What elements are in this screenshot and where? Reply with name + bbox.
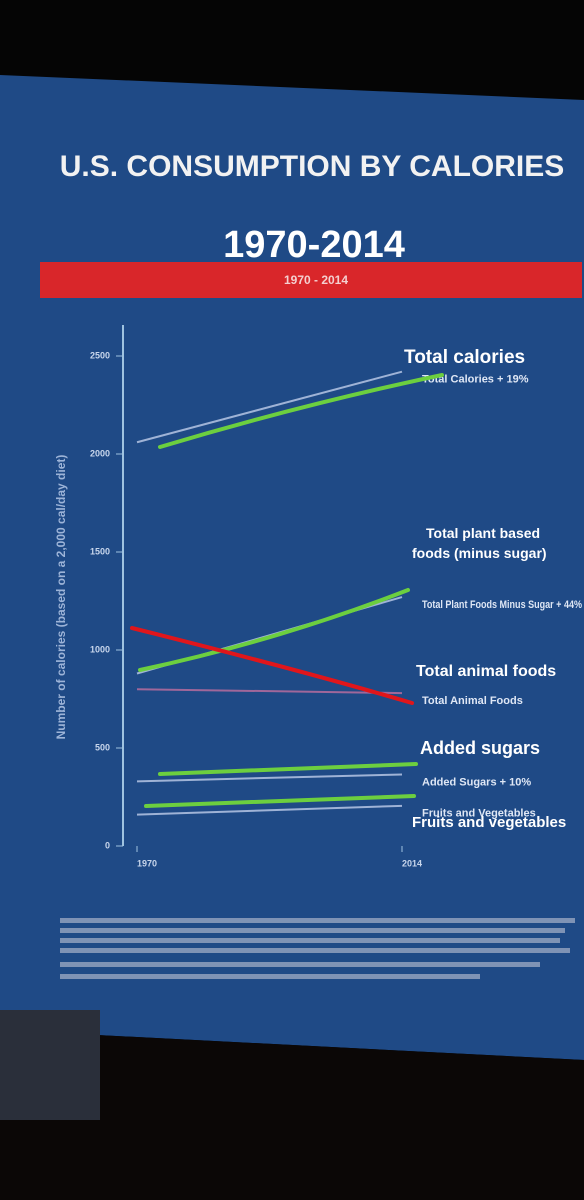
annotation: Total calories [404,347,525,368]
overlay-stroke [158,762,418,776]
subtitle-bar [40,262,582,298]
series-line [136,804,403,816]
y-tick-label: 1500 [90,546,110,556]
series-line [136,773,403,783]
legend-label: Added Sugars + 10% [422,776,531,788]
overlay-stroke [138,588,410,672]
overlay-stroke [144,794,416,808]
slide [0,75,584,1060]
annotation: 1970-2014 [223,224,405,266]
footnotes [60,918,575,979]
overlay-stroke [130,626,414,705]
legend-label: Total Animal Foods [422,695,523,707]
audience [0,1030,584,1200]
y-tick-label: 500 [95,742,110,752]
series-line [136,370,403,444]
annotation: Total animal foods [416,663,556,680]
y-axis-label: Number of calories (based on a 2,000 cal… [54,455,68,740]
y-tick-label: 2000 [90,448,110,458]
y-tick-label: 0 [105,840,110,850]
series-line [136,688,403,695]
y-tick-label: 2500 [90,350,110,360]
legend-label: Fruits and Vegetables [422,808,536,820]
legend-label: Total Plant Foods Minus Sugar + 44% [422,599,582,611]
x-tick-label: 2014 [402,858,422,868]
overlay-stroke [158,373,444,449]
phone [0,1010,100,1120]
chart-subtitle: 1970 - 2014 [284,273,348,287]
annotation: Total plant based foods (minus sugar) [412,525,547,561]
y-tick-label: 1000 [90,644,110,654]
x-tick-label: 1970 [137,858,157,868]
annotation: Added sugars [420,738,540,758]
chart-title: U.S. CONSUMPTION BY CALORIES [60,150,565,183]
legend-label: Total Calories + 19% [422,374,529,386]
annotation: Fruits and vegetables [412,814,566,831]
